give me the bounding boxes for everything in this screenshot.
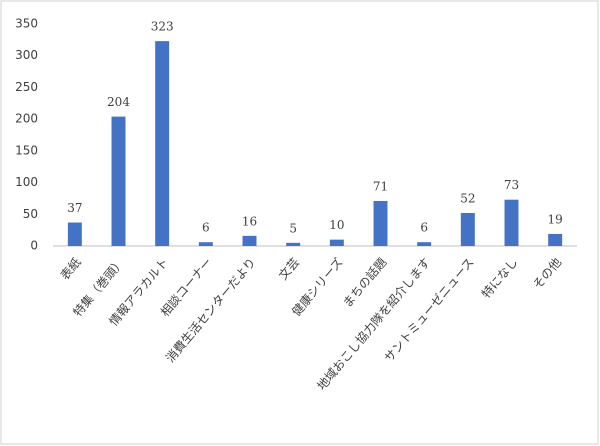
y-tick-label: 300 <box>15 48 38 62</box>
y-tick-label: 250 <box>15 80 38 94</box>
bar <box>242 235 257 246</box>
bar <box>111 116 126 246</box>
value-label: 323 <box>151 20 174 34</box>
bar <box>460 213 475 246</box>
bar <box>286 242 301 246</box>
y-tick-label: 350 <box>15 17 38 31</box>
value-label: 204 <box>107 95 130 109</box>
y-tick-label: 150 <box>15 143 38 157</box>
value-label: 16 <box>242 214 257 228</box>
value-label: 37 <box>67 201 82 215</box>
value-label: 73 <box>504 178 519 192</box>
bar <box>417 242 432 246</box>
value-label: 71 <box>373 179 388 193</box>
y-tick-label: 200 <box>15 112 38 126</box>
bar <box>373 200 388 246</box>
y-tick-label: 50 <box>23 207 38 221</box>
value-label: 52 <box>460 192 475 206</box>
bar <box>504 199 519 246</box>
y-tick-label: 0 <box>30 239 38 253</box>
bar <box>329 239 344 246</box>
value-label: 5 <box>289 221 297 235</box>
bar <box>198 242 213 246</box>
y-tick-label: 100 <box>15 175 38 189</box>
bar <box>155 41 170 246</box>
value-label: 6 <box>420 221 428 235</box>
value-label: 10 <box>329 218 344 232</box>
bar <box>67 222 82 246</box>
bar <box>548 233 563 246</box>
value-label: 6 <box>202 221 210 235</box>
value-label: 19 <box>548 212 563 226</box>
